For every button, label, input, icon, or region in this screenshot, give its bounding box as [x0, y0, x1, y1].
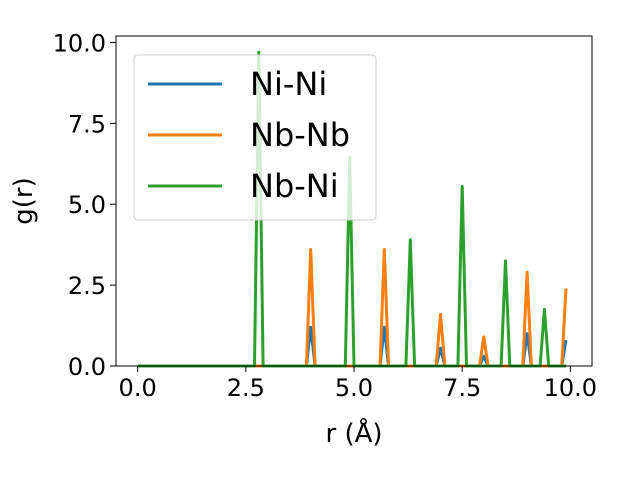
y-tick-label: 0.0 — [68, 353, 106, 381]
series-line-nb-nb — [137, 248, 568, 368]
legend: Ni-Ni Nb-Nb Nb-Ni — [133, 54, 377, 221]
y-tick-label: 7.5 — [68, 110, 106, 138]
x-tick-label: 7.5 — [443, 374, 481, 402]
legend-label-nb-nb: Nb-Nb — [250, 116, 350, 154]
legend-label-ni-ni: Ni-Ni — [250, 65, 327, 103]
y-axis-label: g(r) — [9, 177, 39, 224]
x-tick-label: 10.0 — [544, 374, 597, 402]
y-axis-ticks: 0.0 2.5 5.0 7.5 10.0 — [53, 29, 116, 381]
x-tick-label: 5.0 — [335, 374, 373, 402]
x-tick-label: 2.5 — [227, 374, 265, 402]
y-tick-label: 2.5 — [68, 272, 106, 300]
legend-label-nb-ni: Nb-Ni — [250, 167, 339, 205]
x-axis-ticks: 0.0 2.5 5.0 7.5 10.0 — [119, 366, 597, 402]
legend-box — [133, 54, 377, 221]
x-axis-label: r (Å) — [325, 417, 382, 449]
y-tick-label: 10.0 — [53, 29, 106, 57]
x-tick-label: 0.0 — [119, 374, 157, 402]
y-tick-label: 5.0 — [68, 191, 106, 219]
